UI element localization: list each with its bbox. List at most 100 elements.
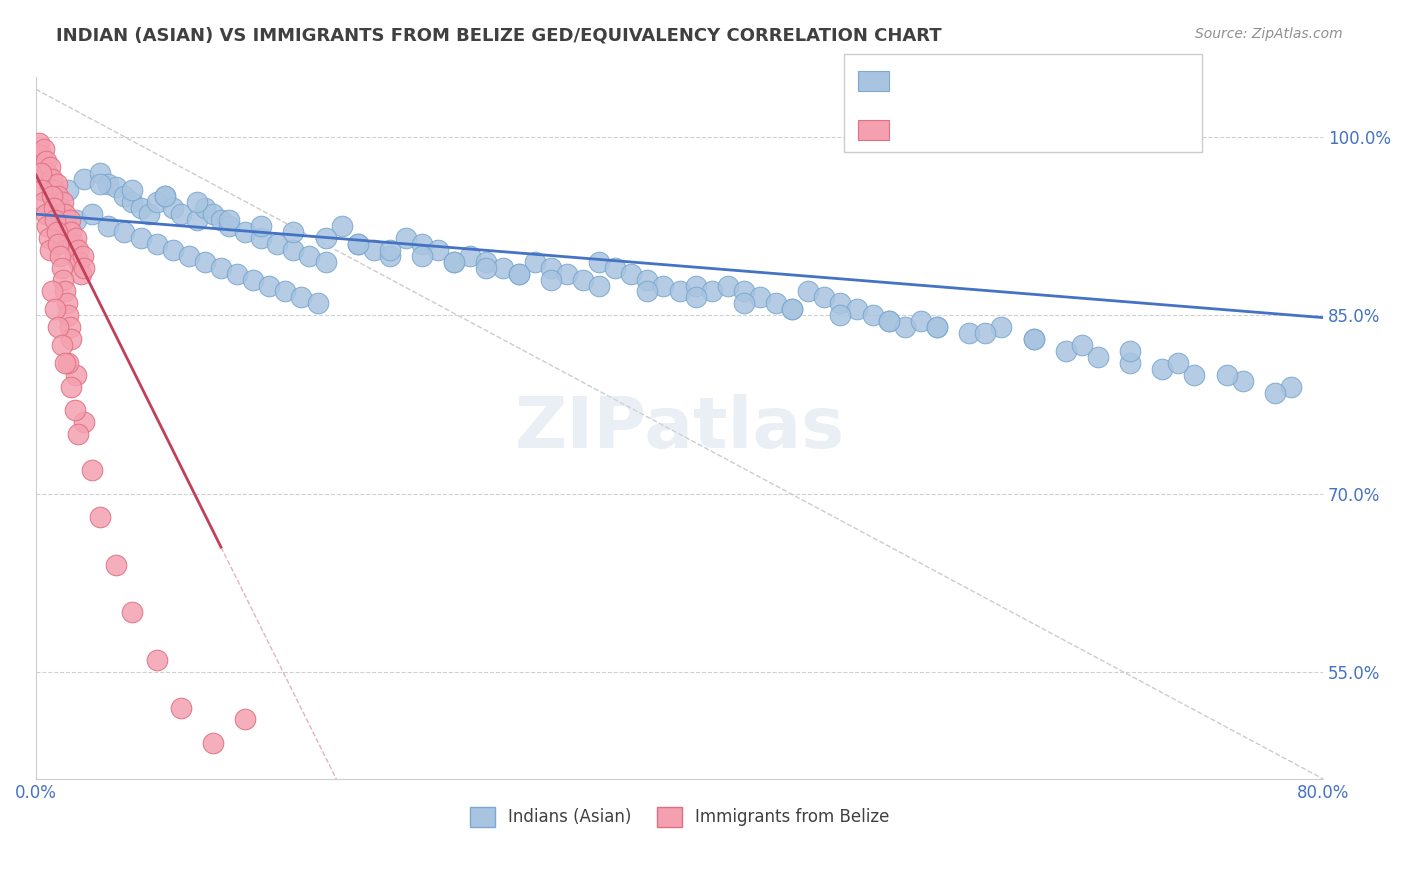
Text: -0.236: -0.236 [932,70,991,88]
Point [59,213,82,227]
Point [209,260,232,275]
Point [89,510,111,524]
Point [315,231,337,245]
Point [73,171,96,186]
Point [266,236,288,251]
Point [41,171,63,186]
Point [52,272,75,286]
Point [145,653,167,667]
Point [177,249,200,263]
Point [32,195,55,210]
Point [65,213,87,227]
Point [51,338,73,352]
Point [1054,343,1077,358]
Point [209,213,232,227]
Point [60,225,83,239]
Text: N =: N = [1019,120,1056,137]
Point [555,267,578,281]
Point [70,267,93,281]
Point [38,231,60,245]
Point [733,285,755,299]
Point [378,249,401,263]
Point [540,272,562,286]
Point [346,236,368,251]
Point [55,296,77,310]
Point [491,260,513,275]
Point [30,147,52,161]
Point [66,243,89,257]
Point [105,558,128,572]
Point [129,231,152,245]
Point [37,219,59,233]
Point [572,272,595,286]
Point [145,195,167,210]
Text: R =: R = [897,120,934,137]
Point [114,225,136,239]
Point [315,254,337,268]
Point [62,236,84,251]
Point [53,207,76,221]
Point [1022,332,1045,346]
Point [765,296,787,310]
Point [330,219,353,233]
Point [82,207,104,221]
Point [114,189,136,203]
Point [508,267,530,281]
Point [32,142,55,156]
Point [89,165,111,179]
Point [233,225,256,239]
Point [685,290,707,304]
Point [63,403,86,417]
Point [460,249,482,263]
Point [38,178,60,192]
Point [55,219,77,233]
Text: 69: 69 [1052,120,1074,137]
Point [1152,361,1174,376]
Point [475,260,498,275]
Point [218,213,240,227]
Point [49,201,72,215]
Point [242,272,264,286]
Point [475,254,498,268]
Point [170,700,193,714]
Point [41,285,63,299]
Point [910,314,932,328]
Point [121,195,143,210]
Point [218,219,240,233]
Point [605,260,627,275]
Point [1167,356,1189,370]
Point [73,260,96,275]
Point [63,249,86,263]
Point [97,178,120,192]
Point [233,713,256,727]
Point [636,272,658,286]
Point [60,332,83,346]
Point [957,326,980,340]
Point [60,379,83,393]
Point [194,254,217,268]
Point [129,201,152,215]
Point [97,219,120,233]
Point [65,231,87,245]
Point [105,179,128,194]
Point [145,236,167,251]
Point [1119,343,1142,358]
Point [67,254,90,268]
Point [1264,385,1286,400]
Text: N =: N = [1019,70,1056,88]
Point [877,314,900,328]
Point [830,308,852,322]
Point [845,302,868,317]
Point [186,213,208,227]
Point [717,278,740,293]
Point [56,183,79,197]
Point [226,267,249,281]
Point [201,736,224,750]
Point [877,314,900,328]
Point [162,201,184,215]
Point [37,165,59,179]
Point [56,356,79,370]
Point [41,189,63,203]
Point [65,368,87,382]
Point [162,243,184,257]
